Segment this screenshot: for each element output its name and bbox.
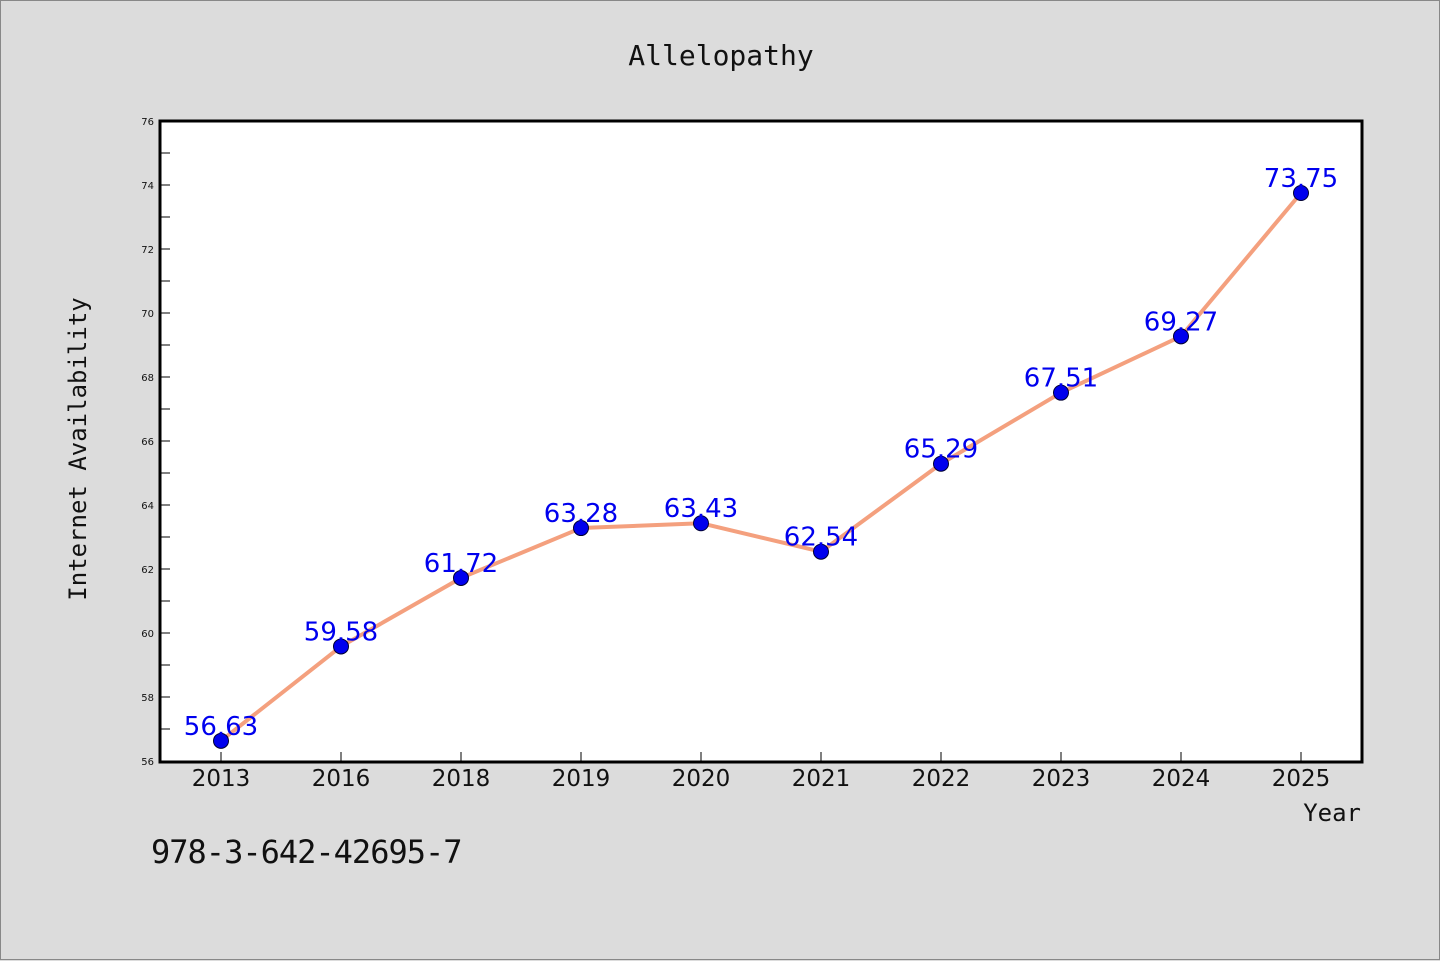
data-point bbox=[933, 455, 949, 472]
data-point bbox=[1293, 185, 1309, 201]
data-label: 69.27 bbox=[1144, 307, 1218, 337]
y-tick-label: 74 bbox=[141, 181, 154, 192]
y-tick-label: 72 bbox=[141, 245, 154, 256]
x-axis: 2013 2016 2018 2019 2020 2021 2022 2023 2024 2025 bbox=[192, 752, 1331, 792]
y-axis-label: Internet Availability bbox=[64, 297, 92, 600]
x-tick-label: 2024 bbox=[1152, 766, 1211, 792]
data-point bbox=[333, 638, 349, 655]
series-line bbox=[219, 191, 1303, 743]
x-tick-label: 2023 bbox=[1032, 766, 1091, 792]
x-axis-label: Year bbox=[1303, 799, 1361, 827]
data-label: 62.54 bbox=[784, 523, 858, 553]
data-label: 56.63 bbox=[184, 712, 258, 742]
data-point bbox=[693, 515, 709, 532]
y-tick-label: 66 bbox=[141, 437, 154, 448]
data-point bbox=[813, 543, 829, 560]
data-label: 65.29 bbox=[904, 435, 978, 465]
isbn-code: 978-3-642-42695-7 bbox=[151, 833, 463, 871]
data-label: 63.28 bbox=[544, 499, 618, 529]
series-layer: 56.63 59.58 61.72 63.28 63.43 62.54 65.29 67.51… bbox=[184, 164, 1338, 749]
data-point bbox=[573, 520, 589, 537]
y-axis: 56 58 60 62 64 66 68 70 72 74 76 bbox=[141, 117, 170, 768]
y-tick-label: 60 bbox=[141, 629, 154, 640]
x-tick-label: 2022 bbox=[912, 766, 971, 792]
data-point bbox=[453, 569, 469, 586]
y-tick-label: 56 bbox=[141, 757, 154, 768]
data-point bbox=[1053, 384, 1069, 401]
x-tick-label: 2019 bbox=[552, 766, 611, 792]
data-label: 59.58 bbox=[304, 617, 378, 647]
y-tick-label: 70 bbox=[141, 309, 154, 320]
data-point bbox=[1173, 328, 1189, 345]
data-label: 73.75 bbox=[1264, 164, 1338, 194]
plot-area bbox=[158, 119, 1364, 764]
x-tick-label: 2016 bbox=[312, 766, 371, 792]
x-tick-label: 2020 bbox=[672, 766, 731, 792]
data-label: 61.72 bbox=[424, 549, 498, 579]
chart-title: Allelopathy bbox=[628, 39, 813, 72]
y-tick-label: 64 bbox=[141, 501, 154, 512]
data-point bbox=[213, 732, 229, 749]
y-tick-label: 62 bbox=[141, 565, 154, 576]
y-tick-label: 58 bbox=[141, 693, 154, 704]
data-label: 67.51 bbox=[1024, 364, 1098, 394]
x-tick-label: 2021 bbox=[792, 766, 851, 792]
x-tick-label: 2025 bbox=[1272, 766, 1331, 792]
x-tick-label: 2013 bbox=[192, 766, 251, 792]
data-label: 63.43 bbox=[664, 494, 738, 524]
y-tick-label: 76 bbox=[141, 117, 154, 128]
y-tick-label: 68 bbox=[141, 373, 154, 384]
x-tick-label: 2018 bbox=[432, 766, 491, 792]
